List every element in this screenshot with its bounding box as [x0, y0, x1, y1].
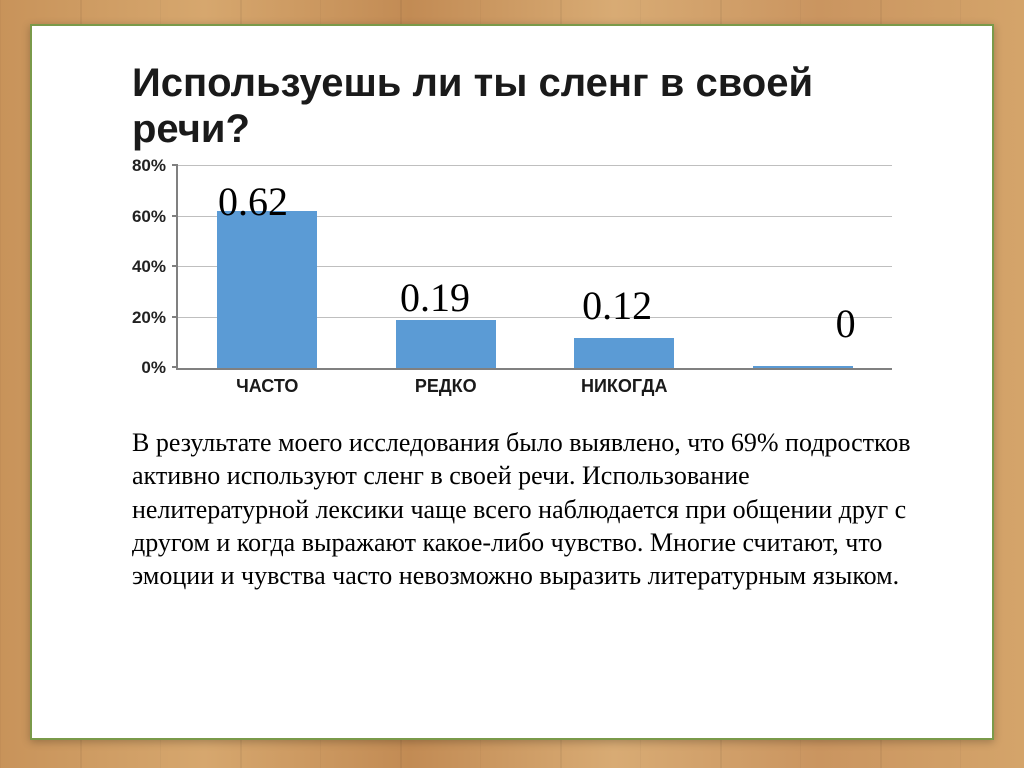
- slide-card: Используешь ли ты сленг в своей речи? 0%…: [30, 24, 994, 740]
- bar-data-label: 0.19: [400, 274, 470, 321]
- bar: [753, 366, 853, 368]
- y-axis-label: 20%: [132, 308, 166, 328]
- bar-slot: 0.62ЧАСТО: [178, 166, 357, 368]
- bar-chart: 0%20%40%60%80% 0.62ЧАСТО0.19РЕДКО0.12НИК…: [104, 162, 932, 410]
- chart-plot-area: 0%20%40%60%80% 0.62ЧАСТО0.19РЕДКО0.12НИК…: [176, 166, 892, 370]
- body-paragraph: В результате моего исследования было выя…: [132, 426, 932, 592]
- bar-slot: 0.12НИКОГДА: [535, 166, 714, 368]
- bar-data-label: 0.12: [582, 282, 652, 329]
- x-axis-label: НИКОГДА: [581, 376, 668, 397]
- y-axis-label: 0%: [141, 358, 166, 378]
- x-axis-label: ЧАСТО: [236, 376, 298, 397]
- bar: [574, 338, 674, 368]
- wood-background: Используешь ли ты сленг в своей речи? 0%…: [0, 0, 1024, 768]
- bar-data-label: 0.62: [218, 178, 288, 225]
- y-axis-label: 80%: [132, 156, 166, 176]
- bar-slot: 0.19РЕДКО: [357, 166, 536, 368]
- bars-row: 0.62ЧАСТО0.19РЕДКО0.12НИКОГДА 0: [178, 166, 892, 368]
- bar-data-label: 0: [836, 300, 856, 347]
- slide-title: Используешь ли ты сленг в своей речи?: [132, 60, 932, 152]
- bar: [217, 211, 317, 368]
- y-axis-label: 60%: [132, 207, 166, 227]
- bar-slot: 0: [714, 166, 893, 368]
- y-axis-label: 40%: [132, 257, 166, 277]
- x-axis-label: РЕДКО: [415, 376, 477, 397]
- bar: [396, 320, 496, 368]
